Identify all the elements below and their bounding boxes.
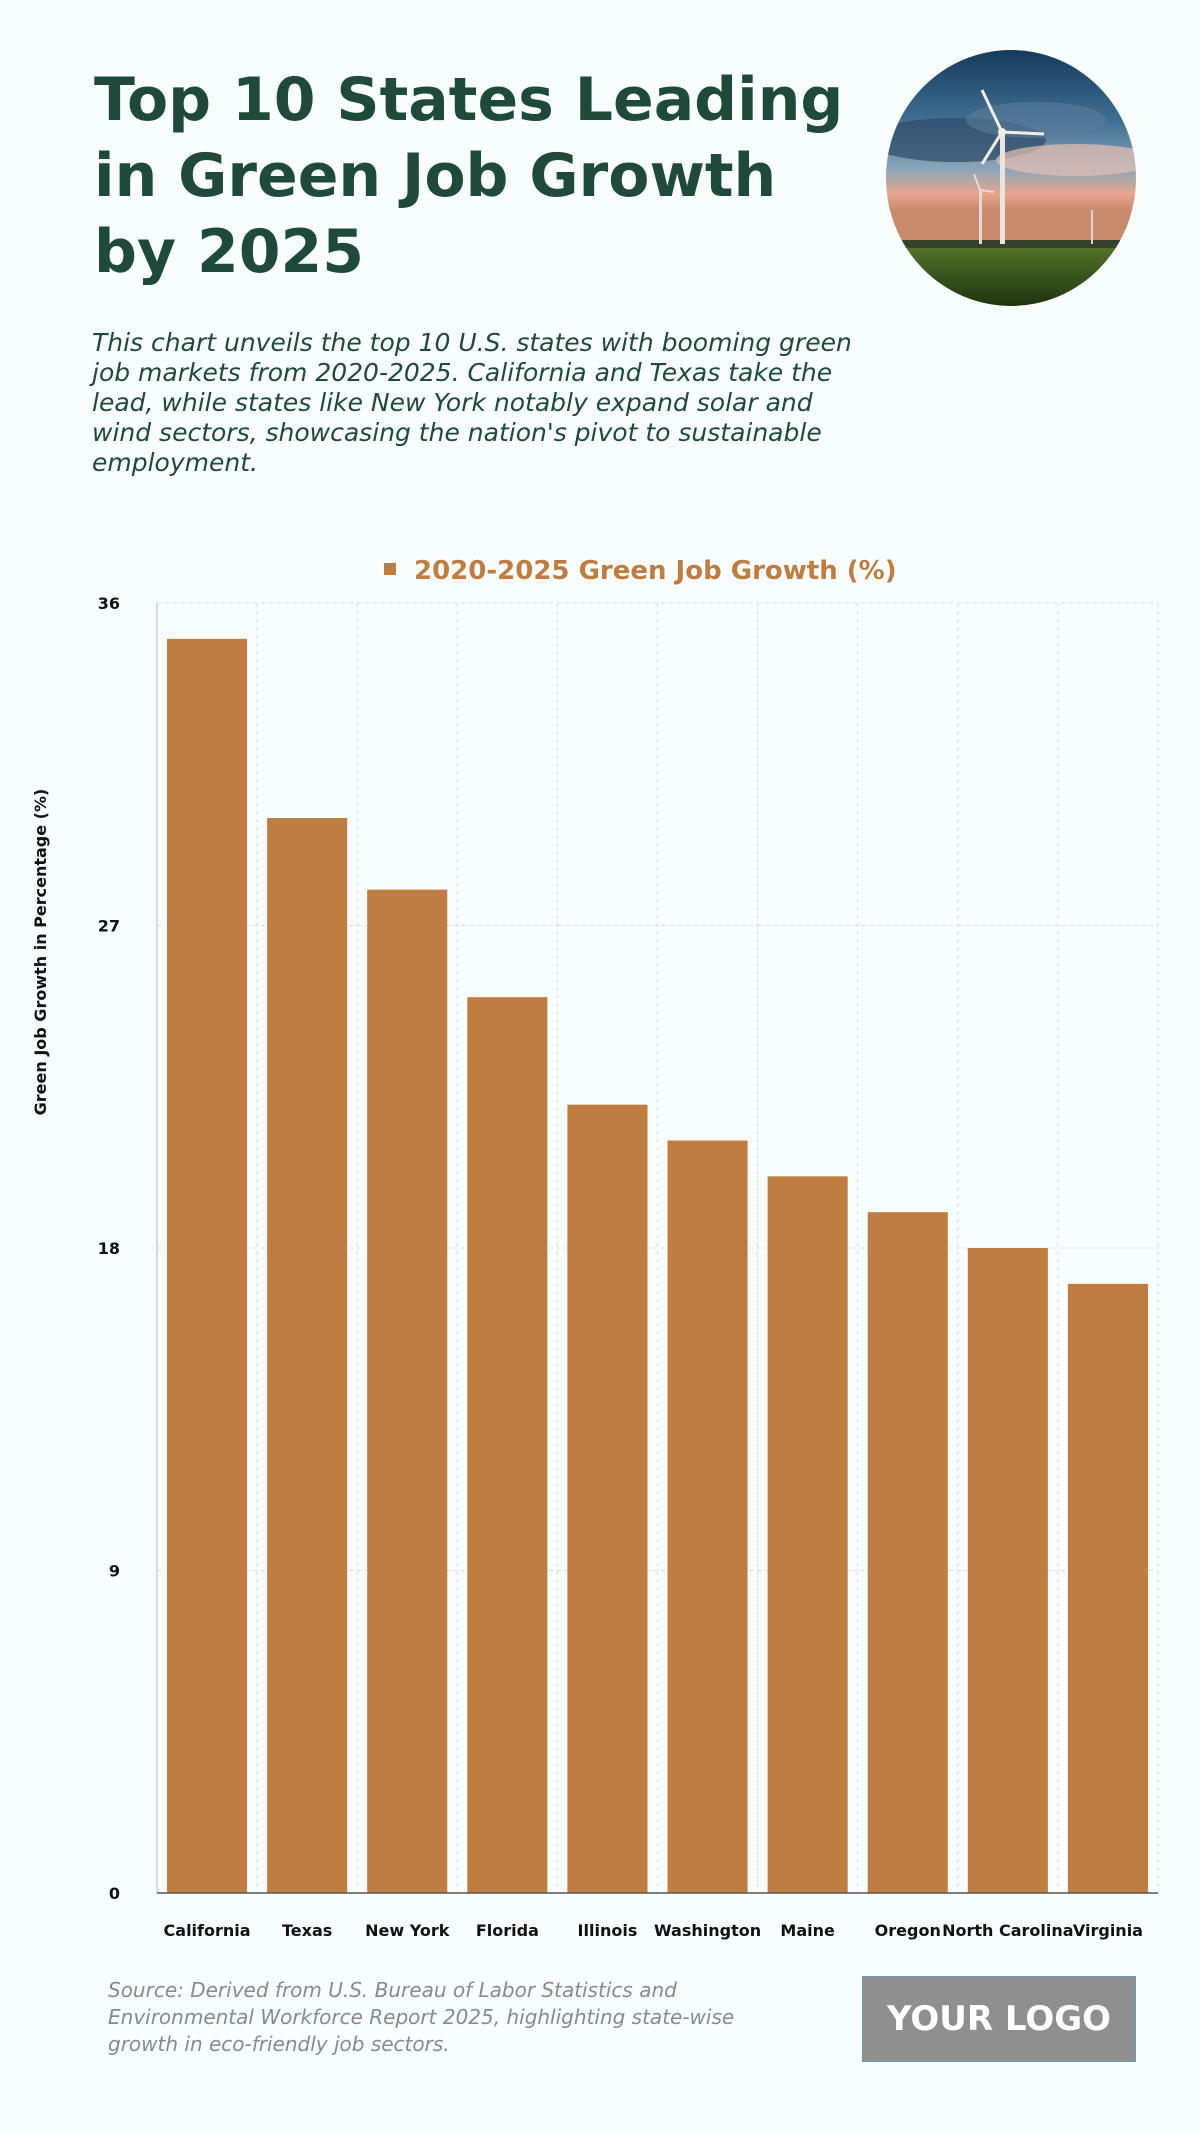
logo-placeholder: YOUR LOGO (862, 1976, 1136, 2062)
bars (167, 638, 1148, 1894)
bar-illinois (567, 1104, 648, 1893)
y-tick-label: 27 (98, 917, 120, 936)
x-tick-label: Virginia (1073, 1921, 1143, 1940)
bar-texas (267, 818, 348, 1893)
axes: 0 9 18 27 36 California Texas New York Florida Il… (98, 594, 1158, 1940)
x-tick-label: California (164, 1921, 251, 1940)
legend-label: 2020-2025 Green Job Growth (%) (414, 556, 897, 586)
bar-virginia (1067, 1283, 1148, 1893)
x-tick-label: Illinois (578, 1921, 638, 1940)
wind-turbine-photo-icon (886, 50, 1136, 306)
bar-north-carolina (967, 1248, 1048, 1893)
x-tick-label: Texas (282, 1921, 332, 1940)
legend: 2020-2025 Green Job Growth (%) (384, 556, 897, 586)
bar-california (167, 638, 248, 1894)
source-note: Source: Derived from U.S. Bureau of Labo… (108, 1978, 735, 2056)
x-tick-label: North Carolina (942, 1921, 1073, 1940)
x-tick-label: Oregon (875, 1921, 941, 1940)
bar-new-york (367, 889, 448, 1893)
y-tick-label: 0 (109, 1884, 120, 1903)
bar-washington (667, 1140, 748, 1893)
bar-oregon (867, 1212, 948, 1893)
page-title: Top 10 States Leading in Green Job Growt… (94, 65, 844, 287)
x-tick-label: Maine (780, 1921, 835, 1940)
bar-maine (767, 1176, 848, 1893)
x-tick-label: New York (365, 1921, 450, 1940)
x-tick-label: Washington (654, 1921, 761, 1940)
bar-chart: 0 9 18 27 36 California Texas New York Florida Il… (31, 556, 1159, 1940)
y-tick-label: 9 (109, 1562, 120, 1581)
x-tick-label: Florida (476, 1921, 539, 1940)
y-axis-label: Green Job Growth in Percentage (%) (31, 789, 50, 1116)
y-tick-label: 36 (98, 594, 120, 613)
legend-swatch (384, 563, 396, 575)
y-tick-label: 18 (98, 1239, 120, 1258)
chart-description: This chart unveils the top 10 U.S. state… (92, 328, 852, 477)
bar-florida (467, 997, 548, 1893)
